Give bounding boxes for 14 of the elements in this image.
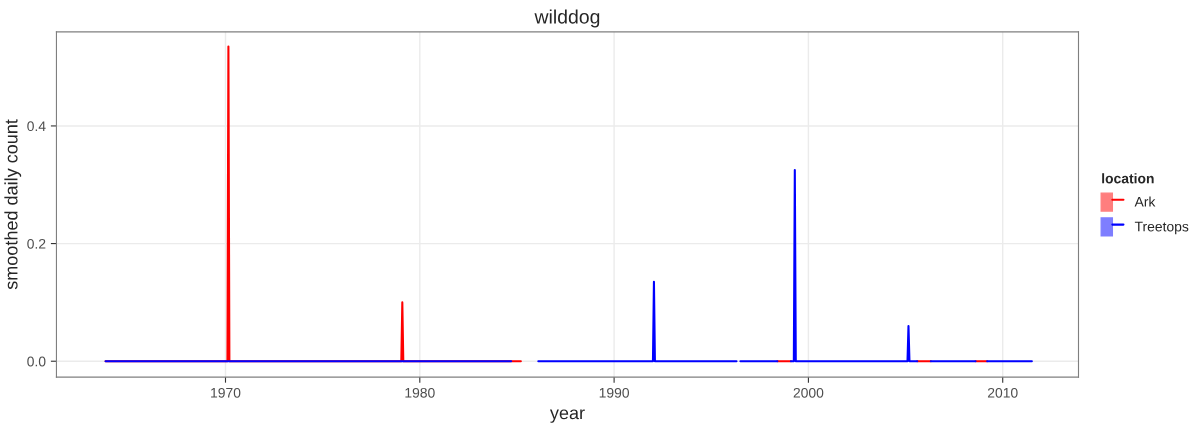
x-tick-label: 2010 (987, 387, 1018, 398)
y-tick-label: 0.4 (27, 121, 46, 132)
x-tick-label: 2000 (793, 387, 824, 398)
legend-label: Ark (1134, 196, 1156, 207)
y-axis-title: smoothed daily count (4, 119, 22, 290)
legend-label: Treetops (1134, 221, 1189, 235)
chart-title: wilddog (534, 9, 600, 28)
x-tick-label: 1970 (211, 387, 241, 398)
y-tick-label: 0.2 (27, 238, 46, 249)
x-tick-label: 1990 (599, 387, 630, 398)
legend-title: location (1102, 173, 1154, 184)
x-tick-label: 1980 (405, 387, 435, 398)
y-tick-label: 0.0 (27, 356, 46, 367)
x-axis-title: year (549, 409, 585, 423)
